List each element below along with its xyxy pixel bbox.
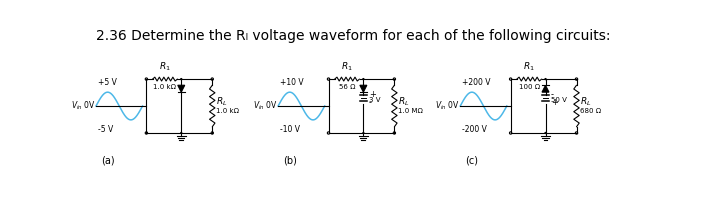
Text: $V_{in}$ 0V: $V_{in}$ 0V — [253, 100, 278, 112]
Text: -200 V: -200 V — [462, 125, 486, 134]
Text: $V_{in}$ 0V: $V_{in}$ 0V — [71, 100, 96, 112]
Text: $R_1$: $R_1$ — [523, 60, 535, 73]
Polygon shape — [360, 85, 367, 92]
Text: +: + — [369, 90, 376, 99]
Text: $R_1$: $R_1$ — [159, 60, 171, 73]
Text: +10 V: +10 V — [280, 78, 304, 87]
Text: $R_L$: $R_L$ — [580, 96, 592, 108]
Text: $R_L$: $R_L$ — [216, 96, 227, 108]
Text: 50 V: 50 V — [551, 97, 567, 103]
Text: 680 Ω: 680 Ω — [580, 108, 602, 114]
Circle shape — [180, 132, 182, 134]
Polygon shape — [178, 85, 185, 92]
Text: -10 V: -10 V — [280, 125, 299, 134]
Circle shape — [362, 78, 364, 80]
Circle shape — [362, 132, 364, 134]
Polygon shape — [542, 85, 549, 92]
Text: +5 V: +5 V — [97, 78, 116, 87]
Text: $V_{in}$ 0V: $V_{in}$ 0V — [436, 100, 460, 112]
Text: -: - — [551, 90, 554, 99]
Text: 1.0 kΩ: 1.0 kΩ — [153, 85, 176, 90]
Text: (a): (a) — [101, 156, 114, 166]
Text: +: + — [551, 98, 558, 107]
Text: (c): (c) — [465, 156, 479, 166]
Text: +200 V: +200 V — [462, 78, 490, 87]
Circle shape — [180, 78, 182, 80]
Text: -5 V: -5 V — [97, 125, 113, 134]
Circle shape — [544, 78, 546, 80]
Text: 100 Ω: 100 Ω — [519, 85, 540, 90]
Text: $R_1$: $R_1$ — [341, 60, 353, 73]
Circle shape — [544, 132, 546, 134]
Text: 1.0 kΩ: 1.0 kΩ — [216, 108, 239, 114]
Text: $R_L$: $R_L$ — [398, 96, 409, 108]
Text: 3 V: 3 V — [369, 97, 381, 103]
Text: -: - — [369, 98, 372, 107]
Text: 1.0 MΩ: 1.0 MΩ — [398, 108, 423, 114]
Text: 2.36 Determine the Rₗ voltage waveform for each of the following circuits:: 2.36 Determine the Rₗ voltage waveform f… — [96, 29, 611, 43]
Text: 56 Ω: 56 Ω — [339, 85, 355, 90]
Text: (b): (b) — [283, 156, 297, 166]
